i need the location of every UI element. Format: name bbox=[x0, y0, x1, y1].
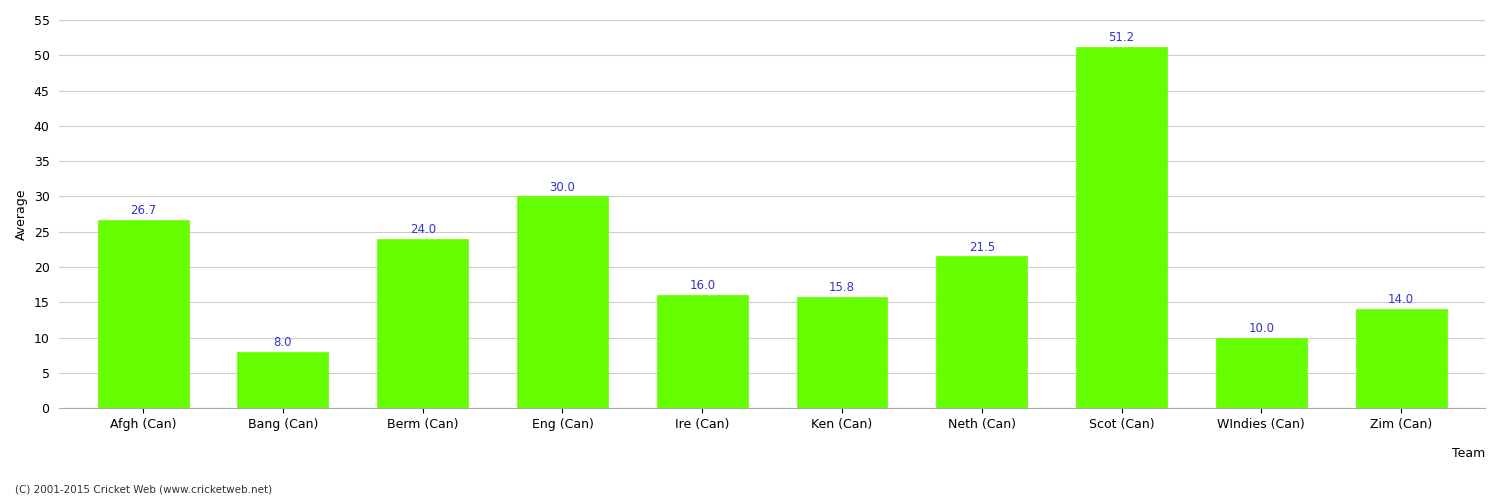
Text: 21.5: 21.5 bbox=[969, 240, 994, 254]
Text: Team: Team bbox=[1452, 447, 1485, 460]
Text: 14.0: 14.0 bbox=[1388, 294, 1414, 306]
Text: 15.8: 15.8 bbox=[830, 281, 855, 294]
Text: 26.7: 26.7 bbox=[130, 204, 156, 217]
Text: (C) 2001-2015 Cricket Web (www.cricketweb.net): (C) 2001-2015 Cricket Web (www.cricketwe… bbox=[15, 485, 272, 495]
Bar bbox=[1076, 47, 1167, 408]
Y-axis label: Average: Average bbox=[15, 188, 28, 240]
Bar bbox=[378, 239, 468, 408]
Text: 10.0: 10.0 bbox=[1248, 322, 1275, 334]
Text: 8.0: 8.0 bbox=[273, 336, 292, 349]
Text: 51.2: 51.2 bbox=[1108, 31, 1134, 44]
Text: 30.0: 30.0 bbox=[549, 180, 576, 194]
Bar bbox=[1216, 338, 1306, 408]
Bar bbox=[936, 256, 1028, 408]
Bar bbox=[657, 295, 747, 408]
Text: 16.0: 16.0 bbox=[688, 280, 715, 292]
Bar bbox=[518, 196, 608, 408]
Bar bbox=[1356, 310, 1446, 408]
Bar bbox=[796, 296, 888, 408]
Bar bbox=[98, 220, 189, 408]
Text: 24.0: 24.0 bbox=[410, 223, 436, 236]
Bar bbox=[237, 352, 328, 408]
